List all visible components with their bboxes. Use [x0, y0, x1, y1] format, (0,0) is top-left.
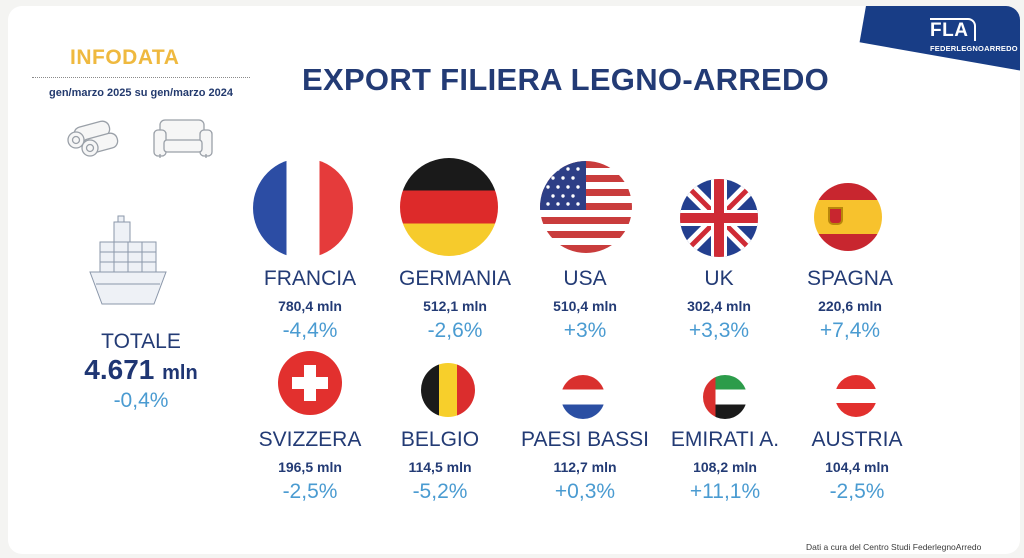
country-change: -4,4%: [282, 319, 338, 342]
fla-logo: FLA: [930, 18, 977, 42]
usa-flag-icon: [540, 161, 632, 253]
country-name: GERMANIA: [398, 267, 511, 290]
france-flag-icon: [253, 158, 353, 258]
country-change: -2,5%: [829, 480, 885, 503]
country-name: BELGIO: [400, 428, 480, 451]
country-name: UK: [704, 267, 734, 290]
germany-flag-icon: [400, 158, 498, 256]
spain-flag-icon: [814, 183, 882, 251]
country-change: +11,1%: [689, 480, 761, 503]
country-change: -5,2%: [412, 480, 468, 503]
infodata-label: INFODATA: [70, 46, 180, 69]
country-value: 780,4 mln: [278, 298, 342, 314]
country-name: USA: [563, 267, 607, 290]
dotted-divider: [32, 77, 250, 78]
netherlands-flag-icon: [561, 375, 605, 419]
country-value: 302,4 mln: [687, 298, 751, 314]
armchair-icon: [153, 119, 213, 158]
country-value: 220,6 mln: [818, 298, 882, 314]
logo-name: FEDERLEGNOARREDO: [930, 44, 1018, 53]
wood-logs-icon: [67, 119, 213, 158]
country-value: 114,5 mln: [408, 459, 472, 475]
country-name: EMIRATI A.: [670, 428, 780, 451]
cargo-ship-icon: [89, 215, 167, 305]
uae-flag-icon: [703, 375, 747, 419]
source-credit: Dati a cura del Centro Studi FederlegnoA…: [806, 542, 982, 552]
country-name: SVIZZERA: [258, 428, 362, 451]
austria-flag-icon: [835, 375, 877, 417]
country-value: 112,7 mln: [553, 459, 617, 475]
country-value: 512,1 mln: [423, 298, 487, 314]
uk-flag-icon: [680, 179, 758, 257]
infographic-card: FLA FEDERLEGNOARREDO INFODATA gen/marzo …: [8, 6, 1020, 554]
country-change: +7,4%: [819, 319, 881, 342]
total-change: -0,4%: [113, 389, 169, 412]
belgium-flag-icon: [421, 363, 475, 417]
page-title: EXPORT FILIERA LEGNO-ARREDO: [302, 62, 830, 97]
period-label: gen/marzo 2025 su gen/marzo 2024: [48, 87, 234, 99]
switzerland-flag-icon: [278, 351, 342, 415]
country-change: -2,6%: [427, 319, 483, 342]
country-value: 108,2 mln: [693, 459, 757, 475]
country-value: 104,4 mln: [825, 459, 889, 475]
total-label: TOTALE: [101, 330, 181, 353]
country-change: +3,3%: [688, 319, 750, 342]
country-name: FRANCIA: [263, 267, 357, 290]
country-change: +0,3%: [554, 480, 616, 503]
country-change: -2,5%: [282, 480, 338, 503]
country-value: 510,4 mln: [553, 298, 617, 314]
country-value: 196,5 mln: [278, 459, 342, 475]
country-name: SPAGNA: [807, 267, 893, 290]
country-change: +3%: [563, 319, 607, 342]
country-name: PAESI BASSI: [521, 428, 649, 451]
total-unit: mln: [162, 362, 198, 384]
country-name: AUSTRIA: [811, 428, 903, 451]
total-amount: 4.671: [84, 354, 155, 385]
total-value: 4.671 mln: [32, 354, 250, 386]
logo-mark-text: FLA: [930, 18, 977, 41]
